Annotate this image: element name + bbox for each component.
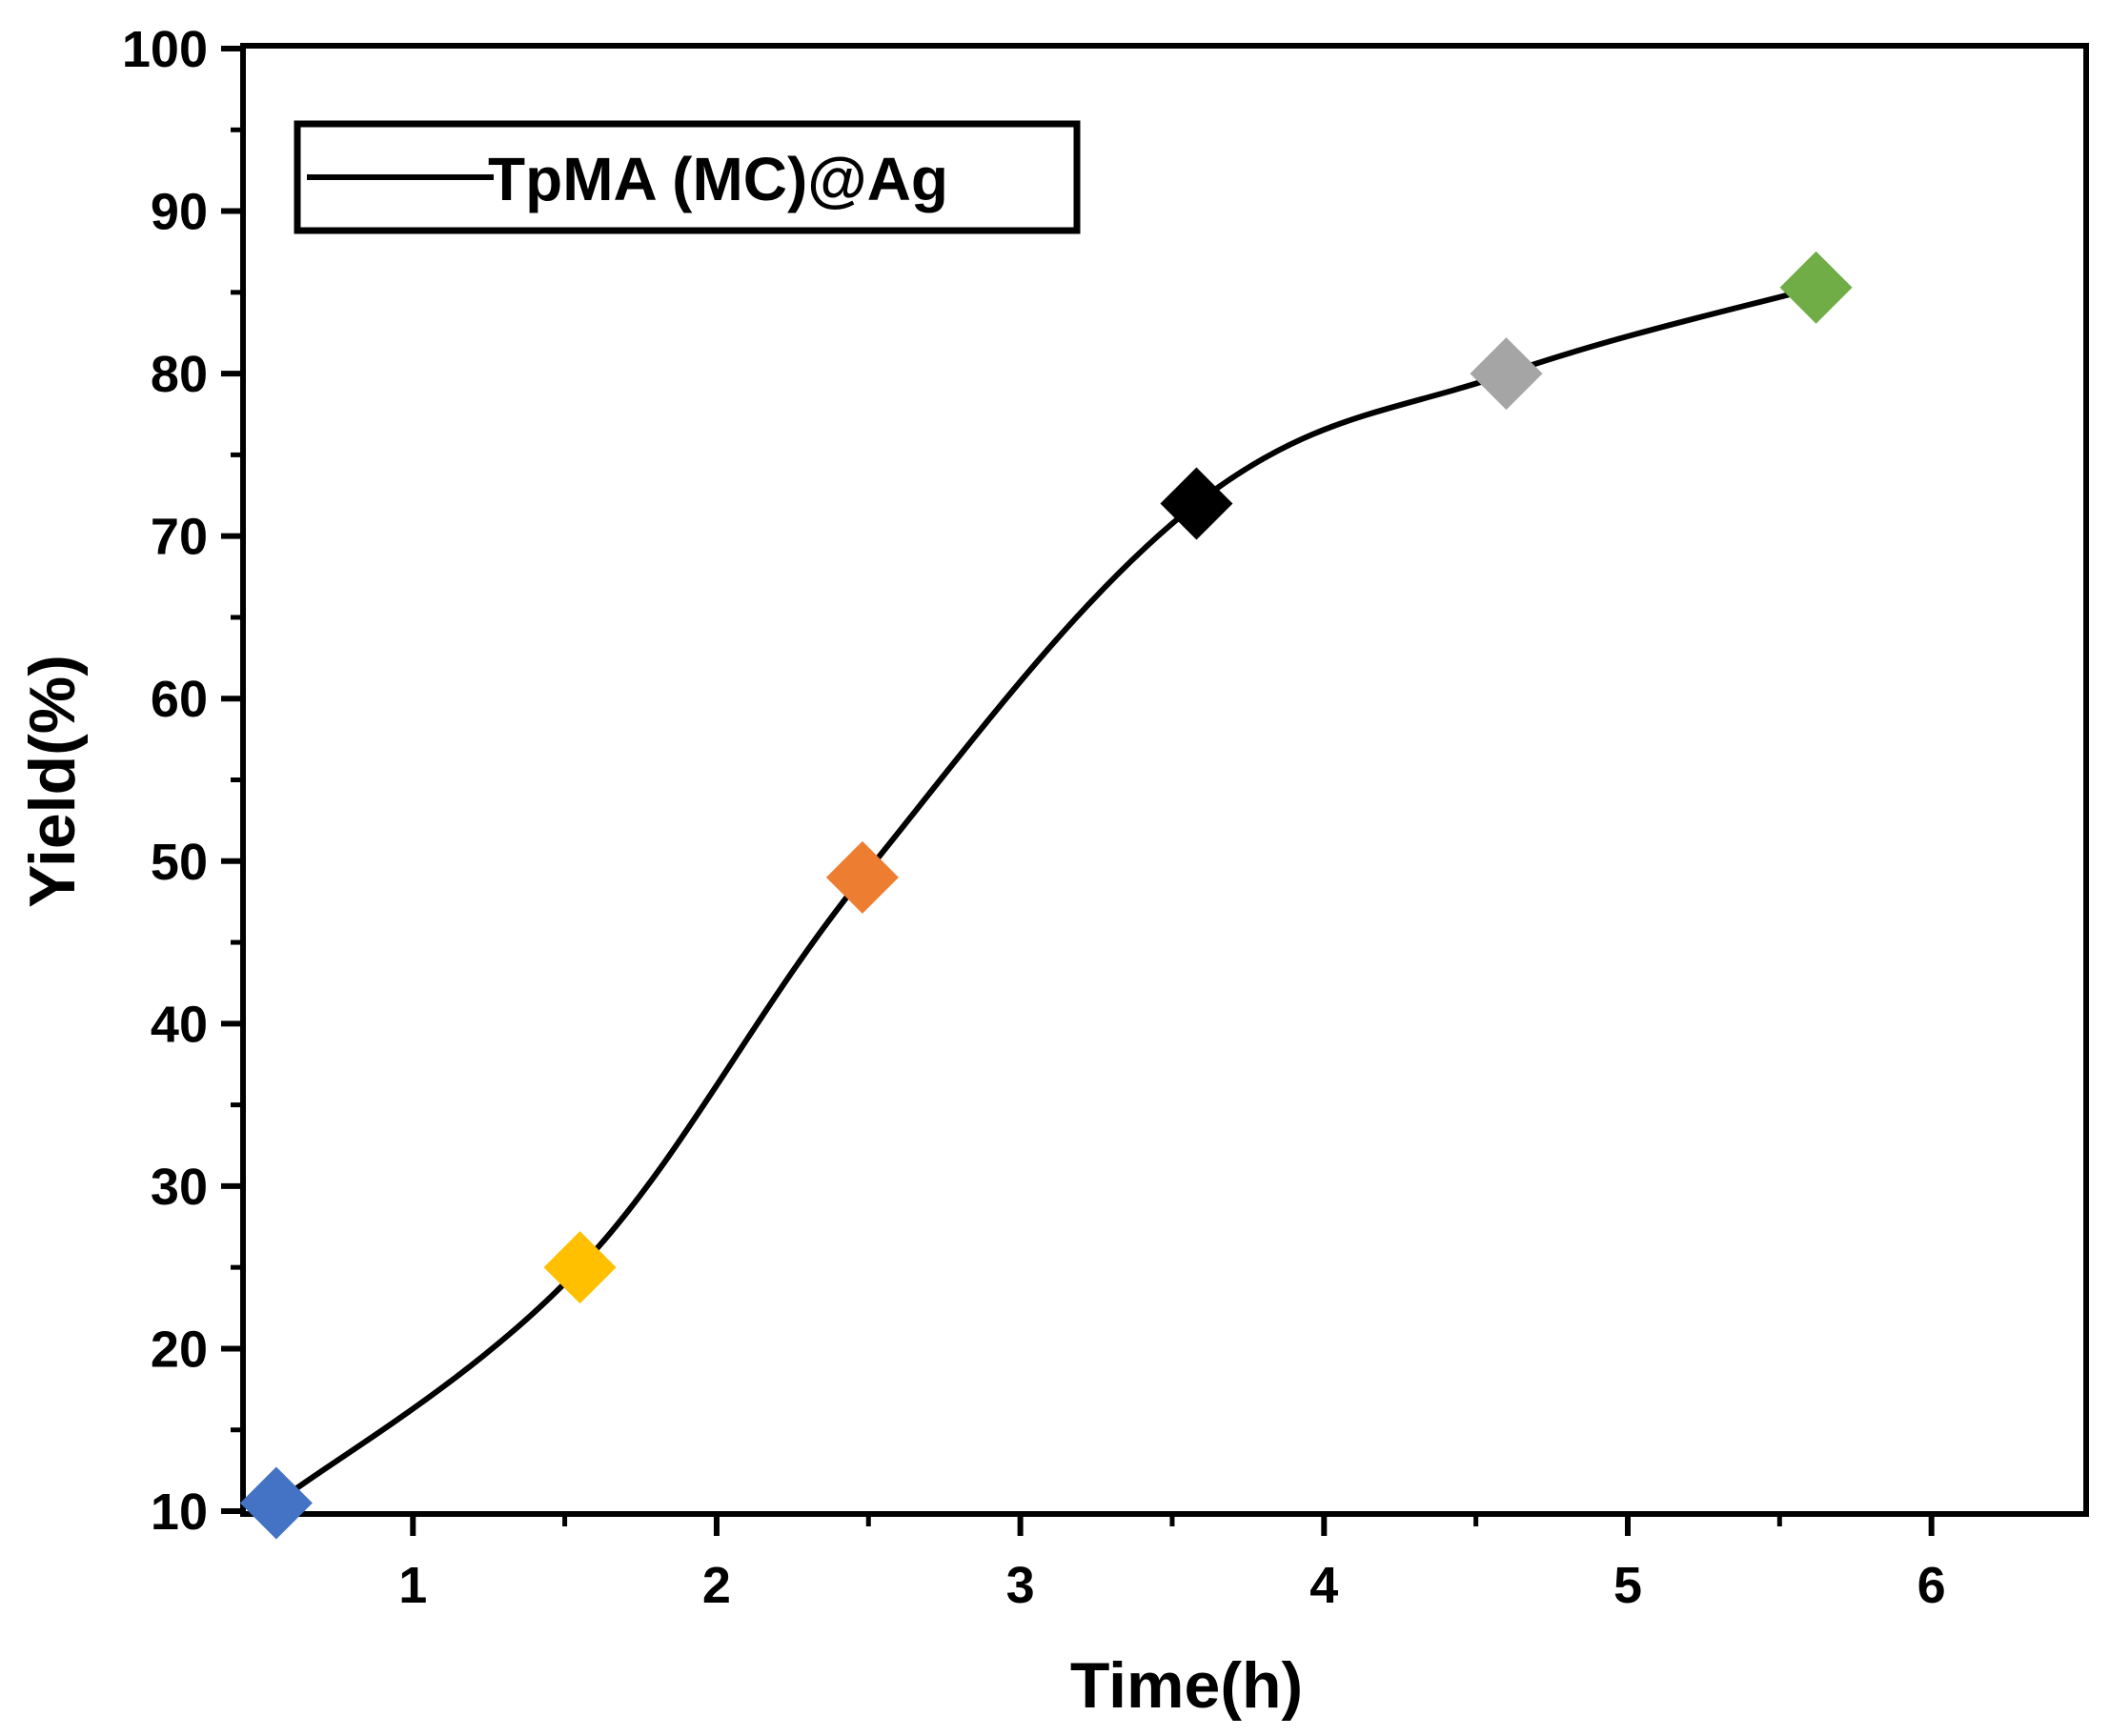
y-tick-label: 50: [151, 834, 208, 891]
x-tick-label: 6: [1917, 1557, 1946, 1614]
legend-label: TpMA (MC)@Ag: [488, 145, 948, 213]
data-point-marker: [543, 1231, 617, 1304]
x-axis-ticks: 1 2 3 4 5 6: [398, 1514, 1946, 1614]
x-tick-label: 2: [702, 1557, 731, 1614]
plot-frame: [240, 43, 2089, 1517]
y-tick-label: 70: [151, 509, 208, 566]
x-axis-title: Time(h): [1070, 1649, 1303, 1722]
y-tick-label: 40: [151, 996, 208, 1053]
y-tick-label: 10: [151, 1484, 208, 1541]
y-tick-label: 80: [151, 346, 208, 403]
y-tick-label: 100: [122, 21, 208, 78]
data-point-marker: [1160, 467, 1233, 540]
legend: TpMA (MC)@Ag: [294, 120, 1081, 234]
y-tick-label: 90: [151, 184, 208, 241]
y-axis-title: Yield(%): [16, 655, 89, 908]
y-tick-label: 30: [151, 1159, 208, 1216]
data-point-marker: [239, 1466, 313, 1540]
data-point-marker: [1779, 251, 1853, 324]
series-line: [274, 284, 1817, 1505]
y-tick-label: 60: [151, 671, 208, 728]
x-tick-label: 5: [1613, 1557, 1642, 1614]
data-point-marker: [1470, 337, 1543, 411]
x-tick-label: 3: [1006, 1557, 1035, 1614]
series-layer: [239, 251, 1853, 1540]
y-tick-label: 20: [151, 1321, 208, 1378]
y-axis-ticks: 10 20 30 40 50 60 70 80 90 100: [122, 21, 243, 1541]
data-point-marker: [825, 840, 899, 914]
x-tick-label: 4: [1309, 1557, 1338, 1614]
x-tick-label: 1: [398, 1557, 427, 1614]
